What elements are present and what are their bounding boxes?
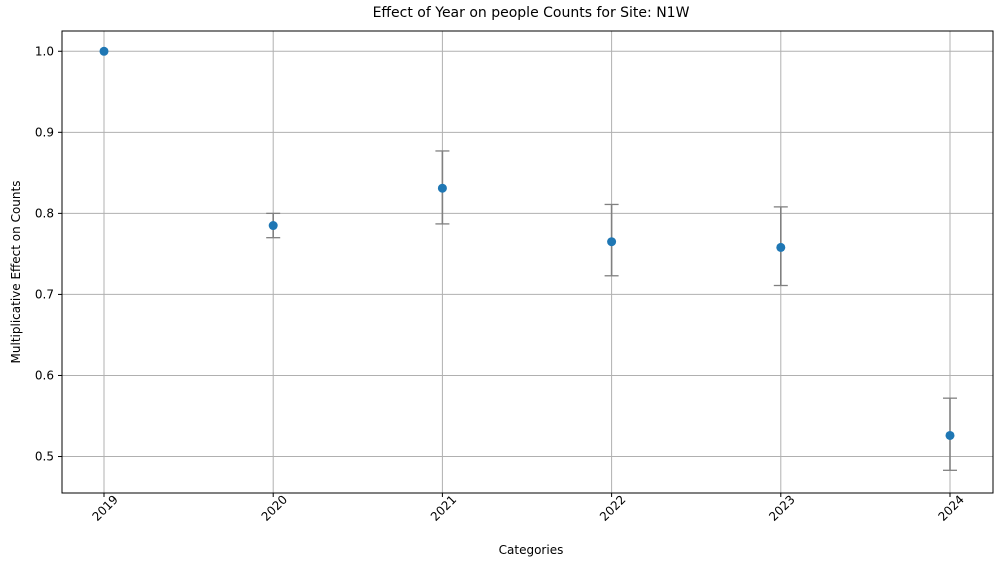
x-tick-label: 2021 <box>428 492 459 523</box>
data-point <box>99 46 109 56</box>
y-tick-label: 0.9 <box>35 125 54 139</box>
y-tick-label: 1.0 <box>35 44 54 58</box>
x-axis-ticks: 2019 2020 2021 2022 2023 2024 <box>89 492 966 523</box>
x-tick-label: 2020 <box>259 492 290 523</box>
y-axis-label: Multiplicative Effect on Counts <box>9 181 23 364</box>
data-point <box>437 183 447 193</box>
grid <box>62 31 993 493</box>
data-points <box>99 46 955 440</box>
x-tick-label: 2023 <box>766 492 797 523</box>
x-tick-label: 2022 <box>597 492 628 523</box>
data-point <box>268 221 278 231</box>
data-point <box>776 242 786 252</box>
y-tick-label: 0.5 <box>35 450 54 464</box>
x-tick-label: 2024 <box>935 492 966 523</box>
x-tick-label: 2019 <box>89 492 120 523</box>
y-tick-label: 0.7 <box>35 287 54 301</box>
plot-area-frame <box>61 30 994 494</box>
data-point <box>945 430 955 440</box>
data-point <box>607 237 617 247</box>
x-axis-label: Categories <box>499 543 564 557</box>
y-tick-label: 0.8 <box>35 206 54 220</box>
y-tick-label: 0.6 <box>35 368 54 382</box>
y-axis-ticks: 0.5 0.6 0.7 0.8 0.9 1.0 <box>35 44 62 464</box>
chart-title: Effect of Year on people Counts for Site… <box>373 5 690 21</box>
